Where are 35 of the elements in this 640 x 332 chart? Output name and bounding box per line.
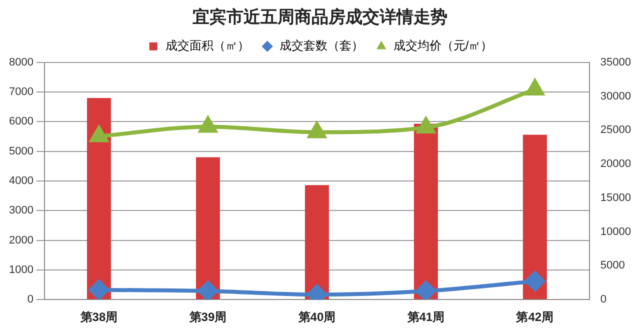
legend-label: 成交面积（㎡） — [165, 38, 250, 53]
x-tick-label: 第42周 — [515, 310, 554, 324]
bar — [304, 185, 329, 300]
x-tick-label: 第41周 — [406, 310, 445, 324]
y2-tick-label: 0 — [600, 294, 607, 306]
chart-title: 宜宾市近五周商品房成交详情走势 — [192, 8, 448, 28]
y2-tick-label: 30000 — [600, 90, 632, 102]
y-tick-label: 6000 — [8, 116, 34, 128]
y2-tick-label: 10000 — [600, 226, 632, 238]
legend-label: 成交均价（元/㎡） — [393, 38, 493, 53]
y2-tick-label: 20000 — [600, 158, 632, 170]
point — [526, 80, 544, 96]
point — [308, 122, 326, 138]
point — [417, 117, 435, 134]
y-tick-label: 1000 — [8, 264, 34, 276]
y2-tick-label: 15000 — [600, 192, 632, 204]
bar — [414, 124, 438, 300]
y-tick-label: 2000 — [8, 234, 34, 246]
x-tick-label: 第38周 — [79, 310, 118, 324]
y2-tick-label: 25000 — [600, 124, 632, 136]
y-tick-label: 0 — [27, 294, 34, 306]
y-tick-label: 8000 — [8, 56, 34, 68]
point — [199, 116, 217, 133]
x-tick-label: 第40周 — [297, 310, 336, 324]
bar — [196, 157, 220, 300]
y-tick-label: 7000 — [8, 86, 34, 98]
legend-label: 成交套数（套） — [279, 38, 364, 53]
x-tick-label: 第39周 — [188, 310, 227, 324]
bar — [522, 134, 547, 300]
y2-tick-label: 5000 — [600, 260, 625, 272]
y-tick-label: 4000 — [8, 175, 34, 188]
y2-tick-label: 35000 — [600, 56, 632, 68]
point — [90, 126, 108, 142]
y-tick-label: 3000 — [8, 204, 34, 217]
y-tick-label: 5000 — [8, 145, 34, 158]
